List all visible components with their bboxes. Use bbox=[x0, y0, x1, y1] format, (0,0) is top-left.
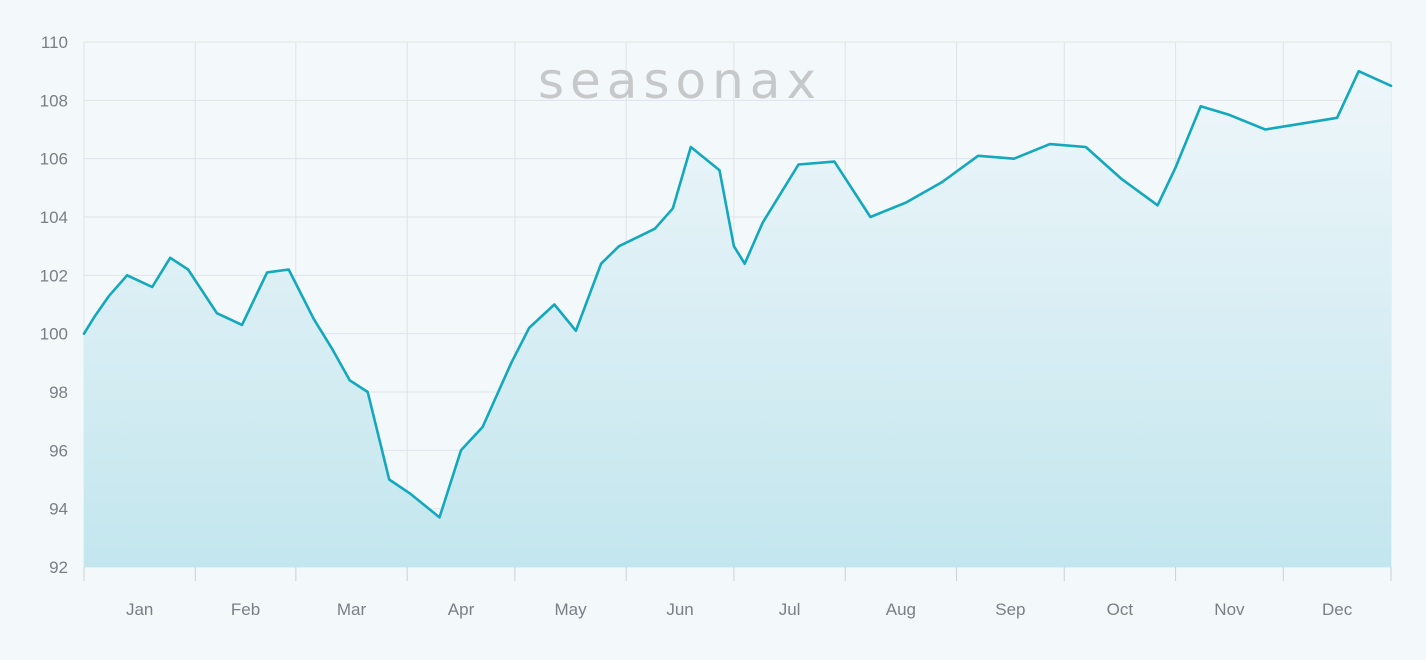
seasonax-watermark: seasonax bbox=[538, 52, 822, 110]
x-tick-label: Apr bbox=[448, 600, 475, 619]
x-tick-label: Dec bbox=[1322, 600, 1353, 619]
x-tick-label: May bbox=[554, 600, 587, 619]
line-layer bbox=[82, 69, 1393, 519]
x-tick-label: Feb bbox=[231, 600, 260, 619]
y-tick-label: 100 bbox=[40, 325, 68, 344]
x-tick-label: Aug bbox=[886, 600, 916, 619]
x-tick-label: Jan bbox=[126, 600, 153, 619]
y-tick-label: 98 bbox=[49, 383, 68, 402]
series-area bbox=[84, 71, 1391, 567]
x-tick-label: Nov bbox=[1214, 600, 1245, 619]
y-tick-label: 96 bbox=[49, 441, 68, 460]
axis-layer: 92 94 96 98 100 102 104 106 108 110 Jan Feb Mar Apr Ma… bbox=[40, 33, 1392, 619]
y-tick-label: 106 bbox=[40, 150, 68, 169]
series-line bbox=[82, 69, 1393, 519]
x-tick-label: Mar bbox=[337, 600, 367, 619]
y-tick-label: 110 bbox=[41, 33, 68, 52]
x-tick-label: Jul bbox=[779, 600, 801, 619]
area-layer bbox=[84, 71, 1391, 567]
y-tick-label: 94 bbox=[49, 500, 68, 519]
x-tick-label: Oct bbox=[1107, 600, 1134, 619]
y-tick-label: 108 bbox=[40, 91, 68, 110]
y-tick-label: 102 bbox=[40, 266, 68, 285]
y-tick-label: 104 bbox=[40, 208, 68, 227]
y-tick-label: 92 bbox=[49, 558, 68, 577]
x-tick-label: Jun bbox=[666, 600, 693, 619]
x-tick-label: Sep bbox=[995, 600, 1025, 619]
